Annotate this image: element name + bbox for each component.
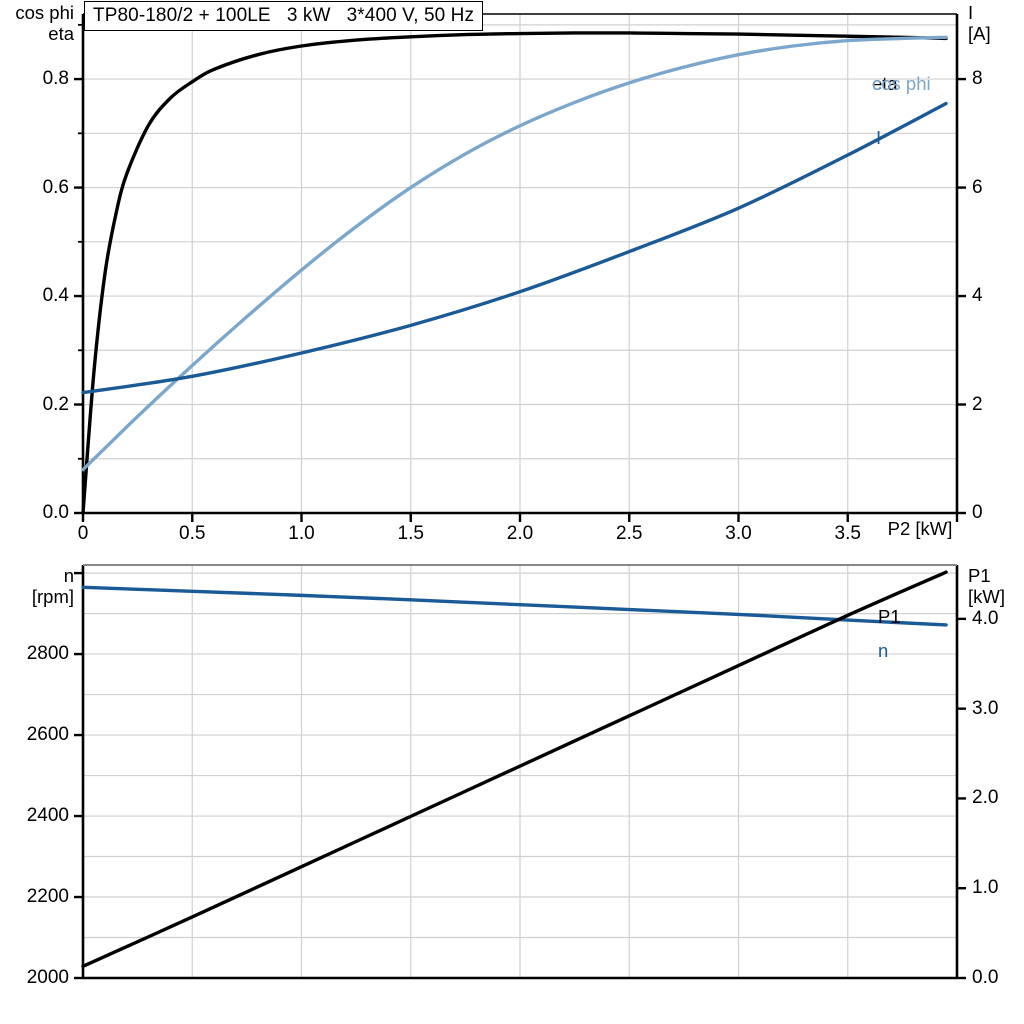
top-x-tick-label: 0.5 (179, 523, 206, 544)
chart-title-box: TP80-180/2 + 100LE 3 kW 3*400 V, 50 Hz (84, 1, 484, 31)
bottom-left-tick-label: 2600 (26, 724, 69, 746)
curve-label-p1: P1 (878, 606, 901, 627)
curve-label-cos-phi: cos phi (872, 73, 931, 94)
bottom-right-tick-label: 4.0 (972, 607, 999, 629)
top-x-tick-label: 1.0 (288, 523, 315, 544)
top-right-tick-label: 4 (972, 285, 983, 307)
top-left-axis-title-line2: eta (48, 23, 74, 44)
top-x-axis-title: P2 [kW] (887, 518, 953, 539)
curve-label-n: n (878, 640, 889, 661)
top-left-tick-label: 0.4 (42, 285, 69, 307)
top-left-tick-label: 0.6 (42, 176, 69, 198)
bottom-left-tick-label: 2800 (26, 643, 69, 665)
top-right-tick-label: 8 (972, 68, 983, 90)
bottom-left-axis-title-line1: n (63, 565, 74, 586)
top-left-tick-label: 0.0 (42, 502, 69, 523)
bottom-left-tick-label: 2200 (26, 886, 69, 908)
bottom-left-tick-label: 2400 (26, 805, 69, 827)
top-x-tick-label: 3.0 (725, 523, 752, 544)
top-left-axis-title-line1: cos phi (15, 2, 74, 23)
top-x-tick-label: 3.5 (834, 523, 861, 544)
top-right-tick-label: 6 (972, 176, 983, 198)
top-chart-plot (74, 13, 966, 522)
top-left-tick-label: 0.8 (42, 68, 69, 90)
top-x-tick-label: 0 (77, 523, 89, 544)
top-right-axis-title-line2: [A] (968, 23, 991, 44)
top-right-axis-title-line1: I (968, 2, 974, 23)
top-right-tick-label: 0 (972, 502, 983, 523)
curve-label-eta: eta (872, 73, 898, 94)
bottom-chart: n [rpm] P1 [kW] P1 n 2000 2200 2400 2600 280… (0, 545, 1024, 1024)
top-left-tick-label: 0.2 (42, 393, 69, 415)
top-right-tick-label: 2 (972, 393, 983, 415)
chart-title-text: TP80-180/2 + 100LE 3 kW 3*400 V, 50 Hz (93, 5, 475, 26)
top-x-tick-label: 1.5 (397, 523, 424, 544)
bottom-right-tick-label: 3.0 (972, 697, 999, 719)
bottom-left-axis-title-line2: [rpm] (31, 586, 74, 607)
bottom-right-tick-label: 2.0 (972, 787, 999, 809)
top-x-tick-label: 2.0 (506, 523, 534, 544)
curve-label-current: I (876, 127, 882, 148)
top-x-tick-label: 2.5 (616, 523, 643, 544)
top-chart: TP80-180/2 + 100LE 3 kW 3*400 V, 50 Hz c… (15, 1, 991, 544)
bottom-right-axis-title-line1: P1 (968, 565, 991, 586)
bottom-right-tick-label: 0.0 (972, 967, 999, 988)
bottom-left-tick-label: 2000 (26, 967, 69, 988)
bottom-right-tick-label: 1.0 (972, 877, 999, 899)
bottom-chart-plot (74, 564, 966, 980)
bottom-right-axis-title-line2: [kW] (968, 586, 1005, 607)
